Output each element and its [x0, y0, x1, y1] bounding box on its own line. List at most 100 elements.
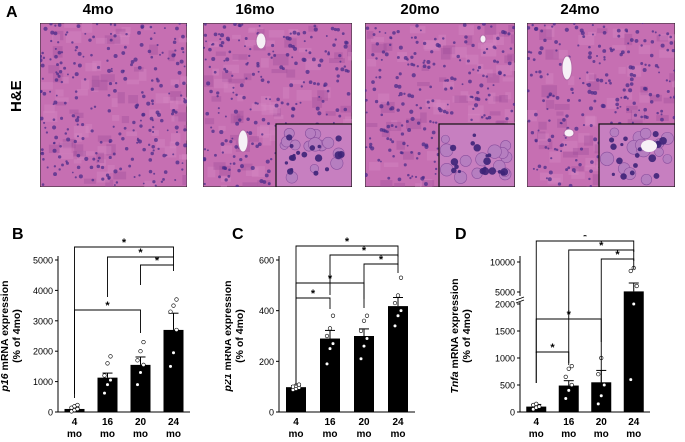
significance-star: * — [567, 309, 572, 321]
data-point — [75, 406, 80, 412]
nucleus — [150, 151, 154, 156]
nucleus — [444, 87, 448, 91]
nucleus — [151, 145, 155, 149]
nucleus — [160, 118, 164, 123]
nucleus — [446, 78, 450, 82]
nucleus — [74, 118, 80, 123]
data-point — [327, 326, 333, 331]
tissue-texture — [626, 105, 638, 114]
nucleus — [95, 23, 99, 26]
nucleus — [224, 178, 228, 182]
bar-20mo — [130, 364, 151, 412]
nucleus — [384, 52, 389, 57]
nucleus — [632, 73, 637, 78]
tissue-texture — [170, 133, 181, 144]
tissue-texture — [144, 180, 157, 188]
nucleus — [310, 35, 313, 39]
nucleus — [223, 59, 226, 62]
nucleus — [264, 173, 269, 178]
nucleus — [256, 61, 260, 66]
panel-d-letter: D — [455, 226, 467, 243]
he-image-4mo — [38, 22, 201, 188]
nucleus — [107, 93, 111, 97]
nucleus — [656, 111, 659, 115]
tissue-texture — [317, 90, 328, 101]
nucleus — [108, 81, 113, 86]
tissue-texture — [537, 131, 546, 140]
nucleus — [136, 138, 140, 142]
nucleus — [604, 73, 609, 77]
nucleus — [142, 147, 146, 152]
nucleus — [114, 82, 118, 85]
nucleus — [203, 148, 207, 151]
nucleus — [56, 63, 59, 67]
data-point — [398, 308, 404, 313]
nucleus — [363, 89, 367, 93]
nucleus — [416, 121, 421, 125]
nucleus — [88, 38, 92, 42]
nucleus — [464, 40, 468, 44]
nucleus — [256, 64, 260, 68]
nucleus — [374, 99, 379, 104]
nucleus — [41, 51, 44, 55]
nucleus — [442, 109, 447, 114]
nucleus — [61, 163, 64, 167]
tissue-texture — [308, 25, 318, 32]
nucleus — [640, 44, 643, 47]
nucleus — [403, 92, 406, 95]
tissue-texture — [223, 64, 240, 74]
tissue-texture — [383, 42, 393, 51]
x-tick-unit: mo — [323, 429, 338, 440]
nucleus — [49, 58, 52, 61]
tissue-texture — [640, 86, 648, 96]
data-point — [534, 401, 539, 406]
nucleus — [575, 158, 578, 162]
nucleus — [384, 32, 387, 34]
nucleus — [96, 65, 101, 70]
nucleus — [449, 111, 454, 115]
nucleus — [300, 85, 303, 88]
tissue-texture — [232, 54, 248, 60]
tissue-texture — [289, 79, 304, 85]
nucleus — [496, 36, 500, 41]
x-tick-unit: mo — [626, 429, 641, 440]
nucleus — [118, 132, 122, 136]
tissue-texture — [468, 105, 484, 116]
nucleus — [461, 83, 464, 86]
tissue-texture — [585, 72, 595, 82]
nucleus — [220, 44, 224, 48]
nucleus — [221, 166, 226, 170]
nucleus — [233, 22, 237, 27]
nucleus — [182, 81, 186, 85]
nucleus — [379, 128, 384, 132]
nucleus — [60, 116, 64, 120]
significance-bracket — [363, 263, 399, 299]
nucleus — [66, 73, 69, 76]
nucleus — [438, 108, 443, 113]
nucleus — [346, 92, 351, 96]
tissue-texture — [251, 166, 265, 178]
nucleus — [588, 45, 591, 49]
tissue-texture — [204, 118, 215, 125]
nucleus — [559, 144, 563, 147]
inset-nucleus — [616, 157, 623, 165]
x-tick-label: 20 — [358, 417, 370, 428]
tissue-texture — [371, 43, 387, 53]
nucleus — [363, 172, 368, 178]
tissue-texture — [107, 164, 115, 173]
significance-bracket — [568, 249, 635, 365]
nucleus — [42, 91, 47, 96]
nucleus — [38, 54, 43, 59]
tissue-texture — [261, 104, 278, 115]
tissue-texture — [138, 69, 147, 81]
significance-star: * — [328, 273, 333, 285]
nucleus — [112, 152, 116, 156]
nucleus — [443, 64, 446, 68]
significance-bracket — [535, 240, 635, 353]
nucleus — [392, 154, 395, 158]
nucleus — [407, 173, 410, 177]
nucleus — [319, 58, 324, 63]
bar-24mo — [163, 329, 184, 412]
nucleus — [141, 91, 144, 94]
tissue-texture — [436, 100, 450, 110]
